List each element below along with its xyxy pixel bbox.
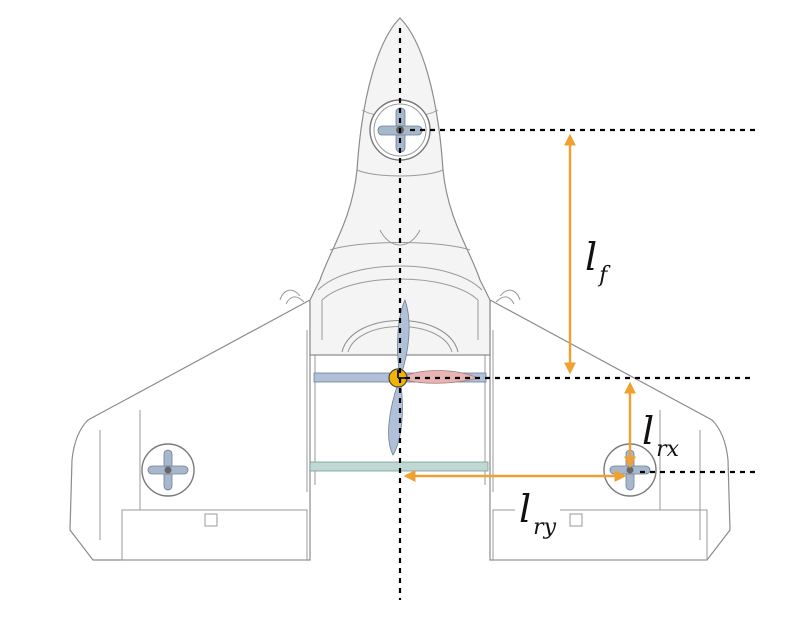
left-wing [69,298,311,561]
dimension-arrows [403,133,636,482]
label-lrx-sub: rx [656,437,680,462]
label-lf-main: l [585,235,598,279]
label-lry-main: l [519,487,532,531]
label-lrx-main: l [642,409,655,453]
label-lf-sub: f [599,263,608,288]
reference-lines [398,28,755,600]
left-rear-rotor [141,443,195,497]
fuselage-details [279,109,521,353]
label-lf: lf [585,235,607,287]
label-lry: lry [515,487,561,539]
label-lry-sub: ry [533,515,557,540]
label-lrx: lrx [642,409,679,461]
center-of-gravity-marker [388,368,408,388]
